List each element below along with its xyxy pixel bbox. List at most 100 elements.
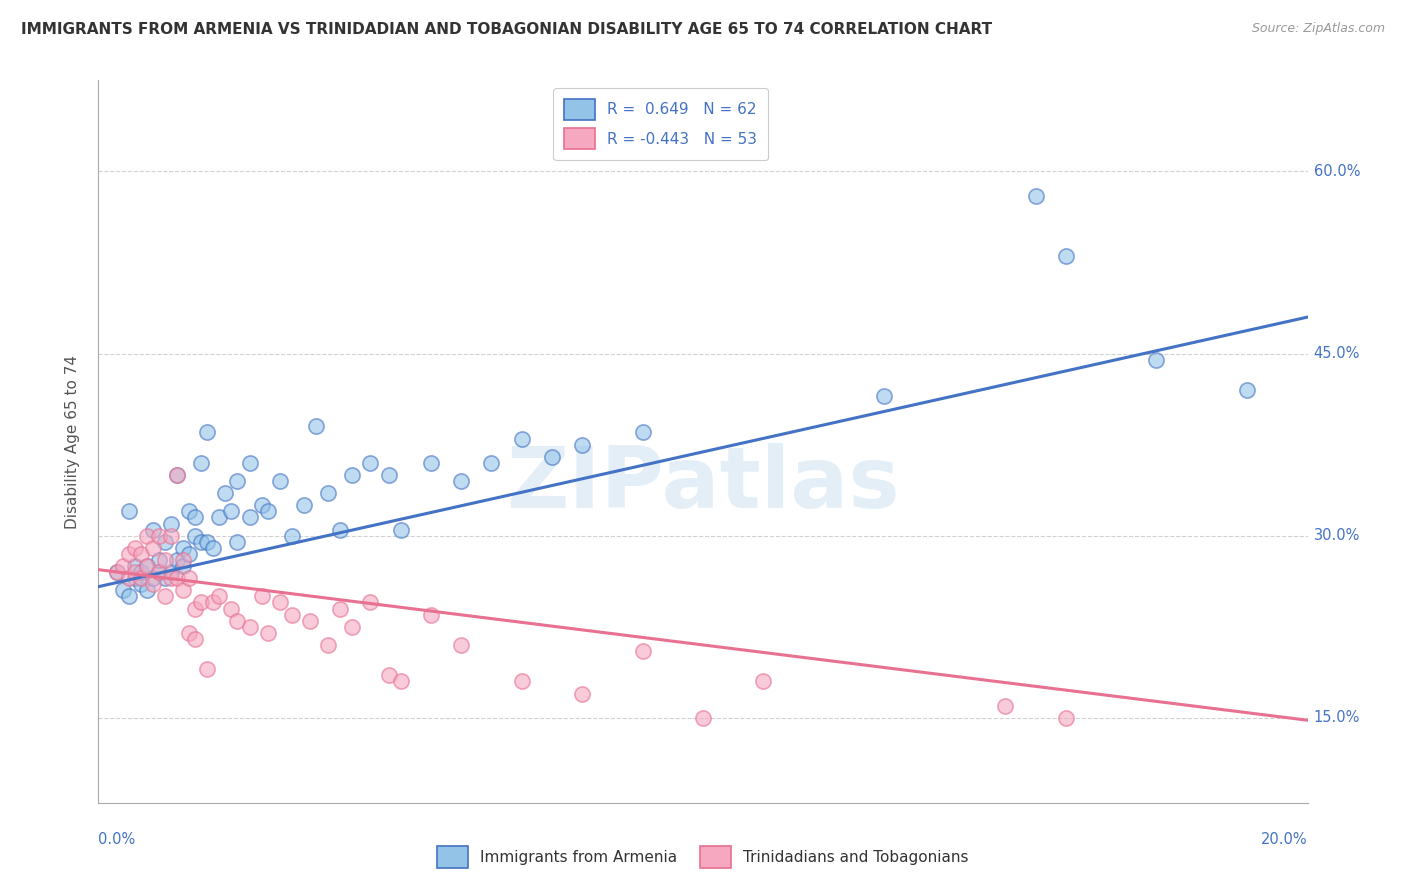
Point — [118, 547, 141, 561]
Point — [135, 583, 157, 598]
Point — [239, 456, 262, 470]
Text: 60.0%: 60.0% — [1313, 164, 1360, 179]
Point — [160, 529, 183, 543]
Point — [202, 595, 225, 609]
Point — [153, 571, 176, 585]
Point — [105, 565, 128, 579]
Point — [269, 595, 291, 609]
Text: Source: ZipAtlas.com: Source: ZipAtlas.com — [1251, 22, 1385, 36]
Point — [214, 486, 236, 500]
Point — [142, 571, 165, 585]
Point — [148, 529, 170, 543]
Point — [208, 510, 231, 524]
Point — [329, 523, 352, 537]
Point — [118, 571, 141, 585]
Point — [571, 437, 593, 451]
Point — [239, 510, 262, 524]
Point — [195, 534, 218, 549]
Point — [190, 534, 212, 549]
Point — [118, 504, 141, 518]
Point — [692, 711, 714, 725]
Point — [166, 553, 188, 567]
Point — [124, 541, 146, 555]
Text: 45.0%: 45.0% — [1313, 346, 1360, 361]
Point — [135, 529, 157, 543]
Point — [226, 614, 249, 628]
Point — [281, 607, 304, 622]
Point — [360, 595, 382, 609]
Point — [221, 504, 243, 518]
Point — [111, 583, 134, 598]
Point — [184, 632, 207, 646]
Point — [111, 559, 134, 574]
Point — [250, 590, 273, 604]
Point — [153, 534, 176, 549]
Point — [148, 553, 170, 567]
Point — [166, 467, 188, 482]
Point — [540, 450, 562, 464]
Point — [316, 486, 339, 500]
Point — [631, 425, 654, 440]
Point — [172, 559, 194, 574]
Text: IMMIGRANTS FROM ARMENIA VS TRINIDADIAN AND TOBAGONIAN DISABILITY AGE 65 TO 74 CO: IMMIGRANTS FROM ARMENIA VS TRINIDADIAN A… — [21, 22, 993, 37]
Point — [994, 698, 1017, 713]
Point — [510, 674, 533, 689]
Point — [124, 559, 146, 574]
Legend: R =  0.649   N = 62, R = -0.443   N = 53: R = 0.649 N = 62, R = -0.443 N = 53 — [554, 88, 768, 161]
Point — [481, 456, 503, 470]
Point — [221, 601, 243, 615]
Point — [105, 565, 128, 579]
Point — [160, 565, 183, 579]
Text: 20.0%: 20.0% — [1261, 831, 1308, 847]
Point — [190, 595, 212, 609]
Point — [160, 516, 183, 531]
Point — [1236, 383, 1258, 397]
Point — [450, 638, 472, 652]
Point — [226, 474, 249, 488]
Point — [179, 504, 201, 518]
Point — [377, 668, 399, 682]
Point — [118, 590, 141, 604]
Point — [1054, 249, 1077, 263]
Point — [129, 547, 152, 561]
Point — [148, 565, 170, 579]
Point — [208, 590, 231, 604]
Point — [166, 571, 188, 585]
Point — [360, 456, 382, 470]
Point — [226, 534, 249, 549]
Point — [239, 620, 262, 634]
Point — [256, 625, 278, 640]
Point — [172, 583, 194, 598]
Point — [135, 559, 157, 574]
Point — [305, 419, 328, 434]
Point — [172, 541, 194, 555]
Point — [184, 601, 207, 615]
Point — [631, 644, 654, 658]
Point — [202, 541, 225, 555]
Point — [142, 541, 165, 555]
Point — [129, 565, 152, 579]
Point — [450, 474, 472, 488]
Point — [1054, 711, 1077, 725]
Point — [299, 614, 322, 628]
Point — [389, 523, 412, 537]
Point — [179, 547, 201, 561]
Point — [873, 389, 896, 403]
Point — [148, 565, 170, 579]
Point — [377, 467, 399, 482]
Point — [184, 529, 207, 543]
Point — [1144, 352, 1167, 367]
Point — [250, 498, 273, 512]
Text: 0.0%: 0.0% — [98, 831, 135, 847]
Point — [129, 571, 152, 585]
Point — [166, 467, 188, 482]
Point — [195, 425, 218, 440]
Point — [179, 625, 201, 640]
Point — [510, 432, 533, 446]
Text: 30.0%: 30.0% — [1313, 528, 1360, 543]
Legend: Immigrants from Armenia, Trinidadians and Tobagonians: Immigrants from Armenia, Trinidadians an… — [430, 838, 976, 875]
Point — [1024, 188, 1046, 202]
Point — [195, 662, 218, 676]
Point — [269, 474, 291, 488]
Point — [752, 674, 775, 689]
